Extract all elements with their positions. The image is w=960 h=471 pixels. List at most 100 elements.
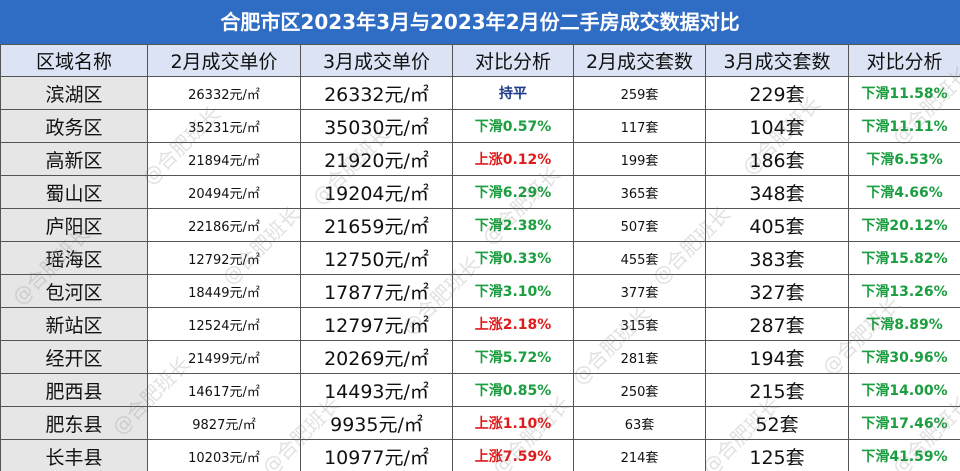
table-cell: 383套 [705,241,849,275]
table-cell: 持平 [452,76,574,110]
header-cell: 2月成交套数 [573,44,706,77]
table-cell: 35231元/㎡ [147,109,301,143]
table-cell: 12797元/㎡ [300,307,453,341]
table-cell: 下滑11.11% [848,109,960,143]
table-cell: 上涨7.59% [452,439,574,471]
table-row: 肥东县 9827元/㎡ 9935元/㎡ 上涨1.10% 63套 52套 下滑17.46% [0,406,960,440]
table-cell: 下滑8.89% [848,307,960,341]
table-cell: 新站区 [0,307,148,341]
table-cell: 194套 [705,340,849,374]
header-cell: 3月成交套数 [705,44,849,77]
header-row: 区域名称 2月成交单价 3月成交单价 对比分析 2月成交套数 3月成交套数 对比分析 [0,44,960,77]
table-cell: 上涨2.18% [452,307,574,341]
table-row: 包河区 18449元/㎡ 17877元/㎡ 下滑3.10% 377套 327套 下滑13.2… [0,274,960,308]
table-cell: 下滑15.82% [848,241,960,275]
table-cell: 12524元/㎡ [147,307,301,341]
table-cell: 肥东县 [0,406,148,440]
table-cell: 18449元/㎡ [147,274,301,308]
table-cell: 259套 [573,76,706,110]
table-cell: 20269元/㎡ [300,340,453,374]
table-cell: 下滑5.72% [452,340,574,374]
table-cell: 下滑6.29% [452,175,574,209]
table-cell: 214套 [573,439,706,471]
table-cell: 377套 [573,274,706,308]
table-cell: 下滑0.33% [452,241,574,275]
table-cell: 405套 [705,208,849,242]
table-cell: 199套 [573,142,706,176]
table-cell: 63套 [573,406,706,440]
header-cell: 区域名称 [0,44,148,77]
table-cell: 21920元/㎡ [300,142,453,176]
table-cell: 104套 [705,109,849,143]
table-cell: 10977元/㎡ [300,439,453,471]
table-cell: 35030元/㎡ [300,109,453,143]
table-cell: 14493元/㎡ [300,373,453,407]
table-cell: 229套 [705,76,849,110]
header-cell: 对比分析 [848,44,960,77]
table-cell: 政务区 [0,109,148,143]
table-cell: 滨湖区 [0,76,148,110]
table-cell: 下滑0.57% [452,109,574,143]
table-cell: 14617元/㎡ [147,373,301,407]
table-cell: 下滑13.26% [848,274,960,308]
table-cell: 26332元/㎡ [147,76,301,110]
table-cell: 327套 [705,274,849,308]
table-cell: 下滑4.66% [848,175,960,209]
table-cell: 下滑20.12% [848,208,960,242]
table-cell: 长丰县 [0,439,148,471]
table-row: 滨湖区 26332元/㎡ 26332元/㎡ 持平 259套 229套 下滑11.58% [0,76,960,110]
table-cell: 22186元/㎡ [147,208,301,242]
table-cell: 下滑6.53% [848,142,960,176]
table-cell: 17877元/㎡ [300,274,453,308]
table-cell: 9827元/㎡ [147,406,301,440]
table-cell: 52套 [705,406,849,440]
table-cell: 117套 [573,109,706,143]
table-cell: 下滑41.59% [848,439,960,471]
table-cell: 21894元/㎡ [147,142,301,176]
table-row: 高新区 21894元/㎡ 21920元/㎡ 上涨0.12% 199套 186套 下滑6.53… [0,142,960,176]
table-cell: 507套 [573,208,706,242]
title: 合肥市区2023年3月与2023年2月份二手房成交数据对比 [0,0,960,44]
table-cell: 287套 [705,307,849,341]
table-cell: 12750元/㎡ [300,241,453,275]
table-cell: 12792元/㎡ [147,241,301,275]
table-cell: 20494元/㎡ [147,175,301,209]
table-cell: 19204元/㎡ [300,175,453,209]
table-cell: 125套 [705,439,849,471]
table-cell: 250套 [573,373,706,407]
table-row: 长丰县 10203元/㎡ 10977元/㎡ 上涨7.59% 214套 125套 下滑41.5… [0,439,960,471]
table-row: 肥西县 14617元/㎡ 14493元/㎡ 下滑0.85% 250套 215套 下滑14.0… [0,373,960,407]
table-row: 庐阳区 22186元/㎡ 21659元/㎡ 下滑2.38% 507套 405套 下滑20.1… [0,208,960,242]
table-row: 经开区 21499元/㎡ 20269元/㎡ 下滑5.72% 281套 194套 下滑30.9… [0,340,960,374]
table-cell: 215套 [705,373,849,407]
table-body: 滨湖区 26332元/㎡ 26332元/㎡ 持平 259套 229套 下滑11.58% 政务区… [0,76,960,471]
table-cell: 肥西县 [0,373,148,407]
table-cell: 上涨1.10% [452,406,574,440]
table-cell: 281套 [573,340,706,374]
data-table: 区域名称 2月成交单价 3月成交单价 对比分析 2月成交套数 3月成交套数 对比分析 滨湖区… [0,44,960,471]
table-cell: 26332元/㎡ [300,76,453,110]
table-cell: 21659元/㎡ [300,208,453,242]
table-cell: 高新区 [0,142,148,176]
header-cell: 3月成交单价 [300,44,453,77]
table-cell: 下滑2.38% [452,208,574,242]
table-row: 瑶海区 12792元/㎡ 12750元/㎡ 下滑0.33% 455套 383套 下滑15.8… [0,241,960,275]
table-row: 政务区 35231元/㎡ 35030元/㎡ 下滑0.57% 117套 104套 下滑11.1… [0,109,960,143]
table-cell: 瑶海区 [0,241,148,275]
table-cell: 186套 [705,142,849,176]
table-cell: 21499元/㎡ [147,340,301,374]
table-cell: 经开区 [0,340,148,374]
table-cell: 下滑17.46% [848,406,960,440]
table-row: 蜀山区 20494元/㎡ 19204元/㎡ 下滑6.29% 365套 348套 下滑4.66… [0,175,960,209]
table-cell: 包河区 [0,274,148,308]
table-cell: 下滑30.96% [848,340,960,374]
table-cell: 315套 [573,307,706,341]
table-cell: 下滑14.00% [848,373,960,407]
header-cell: 2月成交单价 [147,44,301,77]
table-cell: 下滑3.10% [452,274,574,308]
header-cell: 对比分析 [452,44,574,77]
table-cell: 10203元/㎡ [147,439,301,471]
table-row: 新站区 12524元/㎡ 12797元/㎡ 上涨2.18% 315套 287套 下滑8.89… [0,307,960,341]
table-cell: 上涨0.12% [452,142,574,176]
